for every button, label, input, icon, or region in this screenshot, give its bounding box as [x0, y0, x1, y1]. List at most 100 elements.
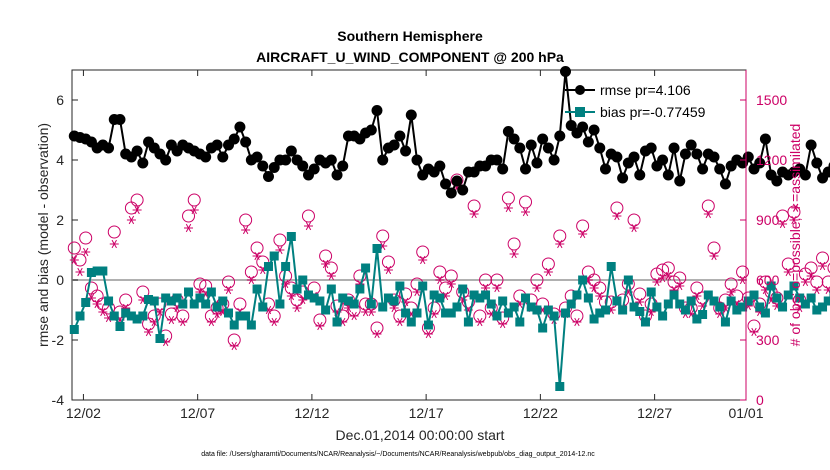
assimilated-obs-marker: [629, 223, 639, 233]
assimilated-obs-marker: [126, 215, 136, 225]
assimilated-obs-marker: [224, 285, 234, 295]
bias-marker: [343, 296, 353, 306]
rmse-marker: [400, 145, 412, 157]
assimilated-obs-marker: [229, 341, 239, 351]
bias-marker: [332, 317, 342, 327]
bias-marker: [755, 302, 765, 312]
y-axis-label: rmse and bias (model - observation): [35, 123, 51, 347]
bias-marker: [738, 302, 748, 312]
possible-obs-marker: [370, 321, 384, 335]
bias-marker: [92, 266, 102, 276]
rmse-marker: [542, 142, 554, 154]
bias-marker: [680, 305, 690, 315]
bias-marker: [355, 284, 365, 294]
bias-marker: [629, 302, 639, 312]
possible-obs-marker: [656, 263, 670, 277]
data-file-footnote: data file: /Users/gharamti/Documents/NCA…: [201, 451, 595, 458]
rmse-marker: [257, 160, 269, 172]
bias-marker: [515, 317, 525, 327]
rmse-marker: [251, 151, 263, 163]
bias-marker: [726, 296, 736, 306]
bias-marker: [418, 281, 428, 291]
bias-marker: [463, 317, 473, 327]
possible-obs-marker: [130, 193, 144, 207]
rmse-marker: [371, 105, 383, 116]
rmse-marker: [822, 166, 830, 178]
assimilated-obs-marker: [418, 255, 428, 265]
possible-obs-marker: [821, 275, 830, 289]
rmse-marker: [514, 142, 526, 154]
bias-marker: [498, 296, 508, 306]
rmse-marker: [565, 120, 577, 131]
rmse-marker: [520, 163, 532, 175]
possible-obs-marker: [176, 309, 190, 323]
assimilated-obs-marker: [806, 271, 816, 281]
bias-marker: [195, 293, 205, 303]
bias-marker: [292, 284, 302, 294]
bias-marker: [184, 287, 194, 297]
rmse-marker: [582, 136, 594, 148]
possible-obs-marker: [610, 201, 624, 215]
possible-obs-marker: [324, 261, 338, 275]
assimilated-obs-marker: [658, 273, 668, 283]
possible-obs-marker: [433, 265, 447, 279]
bias-marker: [435, 293, 445, 303]
rmse-marker: [394, 130, 406, 142]
obs-count-layer: [67, 173, 830, 351]
possible-obs-marker: [627, 213, 641, 227]
possible-obs-marker: [473, 309, 487, 323]
assimilated-obs-marker: [469, 209, 479, 219]
rmse-marker: [679, 148, 691, 160]
rmse-marker: [588, 124, 600, 136]
bias-marker: [526, 302, 536, 312]
bias-marker: [258, 302, 268, 312]
y-tick-label: 0: [56, 272, 64, 288]
legend-rmse-label: rmse pr=4.106: [600, 82, 691, 98]
assimilated-obs-marker: [423, 329, 433, 339]
assimilated-obs-marker: [178, 317, 188, 327]
rmse-marker: [759, 133, 771, 145]
assimilated-obs-marker: [800, 277, 810, 287]
bias-marker: [800, 299, 810, 309]
bias-marker: [612, 296, 622, 306]
bias-marker: [618, 305, 628, 315]
bias-marker: [161, 293, 171, 303]
bias-marker: [709, 296, 719, 306]
rmse-marker: [308, 163, 320, 175]
x-tick-label: 01/01: [728, 405, 763, 421]
bias-marker: [623, 275, 633, 285]
legend: rmse pr=4.106 bias pr=-0.77459: [565, 82, 706, 120]
assimilated-obs-marker: [498, 319, 508, 329]
rmse-marker: [719, 178, 731, 190]
assimilated-obs-marker: [521, 207, 531, 217]
bias-marker: [298, 275, 308, 285]
assimilated-obs-marker: [395, 317, 405, 327]
bias-marker: [378, 302, 388, 312]
rmse-line: [74, 71, 830, 196]
bias-marker: [366, 299, 376, 309]
bias-marker: [138, 311, 148, 321]
possible-obs-marker: [701, 199, 715, 213]
bias-marker: [252, 284, 262, 294]
x-tick-label: 12/02: [66, 405, 101, 421]
assimilated-obs-marker: [184, 223, 194, 233]
bias-marker: [720, 317, 730, 327]
possible-obs-marker: [690, 281, 704, 295]
bias-marker: [486, 299, 496, 309]
possible-obs-marker: [541, 257, 555, 271]
possible-obs-marker: [781, 257, 795, 271]
bias-marker: [481, 290, 491, 300]
bias-marker: [658, 311, 668, 321]
possible-obs-marker: [519, 195, 533, 209]
rmse-marker: [297, 160, 309, 172]
x-tick-label: 12/17: [409, 405, 444, 421]
bias-marker: [69, 325, 79, 334]
bias-marker: [144, 295, 154, 304]
assimilated-obs-marker: [572, 317, 582, 327]
rmse-marker: [131, 145, 143, 157]
possible-obs-marker: [193, 277, 207, 291]
bias-marker: [212, 302, 222, 312]
y-right-tick-label: 600: [756, 272, 780, 288]
x-tick-label: 12/07: [180, 405, 215, 421]
assimilated-obs-marker: [595, 291, 605, 301]
